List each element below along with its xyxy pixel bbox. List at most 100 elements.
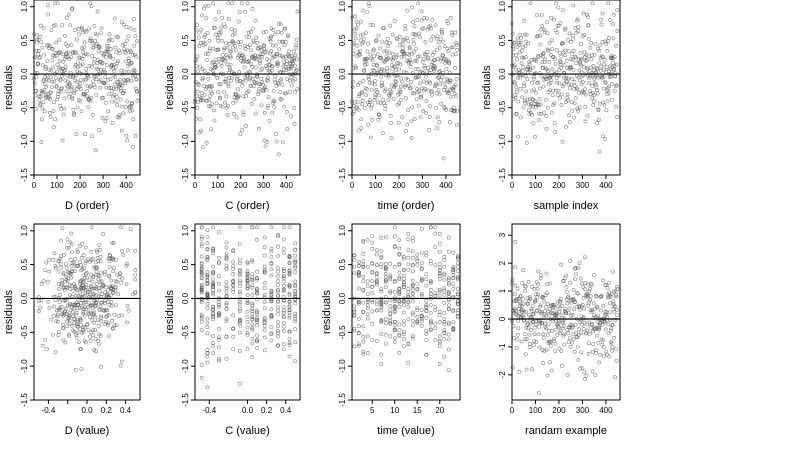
data-point — [287, 49, 291, 54]
data-point — [533, 325, 537, 330]
data-point — [370, 58, 375, 62]
data-point — [53, 117, 58, 122]
data-point — [442, 273, 447, 278]
data-point — [567, 336, 572, 341]
x-tick-label: 400 — [599, 406, 613, 415]
data-point — [224, 266, 229, 271]
data-point — [70, 261, 75, 266]
x-tick-label: 20 — [435, 406, 444, 415]
data-point — [383, 107, 388, 112]
data-point — [216, 326, 221, 331]
data-point — [103, 319, 108, 324]
data-point — [397, 322, 402, 327]
data-point — [224, 254, 229, 259]
data-point — [426, 55, 431, 60]
data-point — [353, 36, 358, 41]
data-point — [237, 283, 242, 288]
data-point — [544, 326, 548, 331]
data-point — [397, 92, 402, 96]
data-point — [289, 75, 294, 79]
data-point — [245, 320, 250, 324]
data-point — [99, 316, 104, 321]
data-point — [95, 9, 100, 14]
data-point — [571, 37, 575, 42]
plot-frame — [351, 0, 461, 176]
data-point — [379, 362, 384, 367]
data-point — [116, 59, 120, 64]
data-point — [399, 79, 404, 84]
data-point — [112, 69, 117, 73]
data-point — [547, 328, 552, 333]
data-point — [240, 83, 245, 88]
data-point — [599, 22, 604, 27]
data-point — [68, 74, 72, 79]
data-point — [61, 112, 66, 117]
data-point — [407, 46, 412, 51]
data-point — [383, 87, 388, 92]
data-point — [112, 265, 117, 270]
data-point — [239, 1, 244, 6]
residual-panel-4: 0 100 200 300 400-1.5-1.0-0.50.00.51.0sample… — [481, 0, 621, 212]
data-point — [405, 77, 410, 82]
data-point — [102, 269, 107, 274]
data-point — [451, 267, 456, 272]
data-point — [250, 258, 255, 263]
data-point — [593, 373, 598, 377]
data-point — [230, 1, 235, 6]
data-point — [538, 303, 543, 308]
data-point — [129, 61, 134, 66]
data-point — [81, 30, 85, 35]
data-point — [209, 127, 214, 132]
data-point — [513, 239, 518, 244]
data-point — [113, 45, 118, 50]
data-point — [96, 67, 101, 72]
data-point — [543, 304, 548, 309]
data-point — [607, 281, 611, 286]
data-point — [245, 283, 250, 288]
data-point — [553, 28, 558, 33]
data-point — [231, 282, 236, 287]
data-point — [119, 86, 123, 91]
data-point — [451, 320, 456, 325]
data-point — [200, 13, 205, 18]
data-point — [446, 276, 451, 280]
data-point — [433, 293, 438, 298]
data-point — [205, 273, 210, 278]
data-point — [589, 41, 594, 45]
data-point — [206, 3, 211, 8]
data-point — [610, 55, 615, 60]
data-point — [518, 32, 523, 37]
data-point — [292, 90, 297, 94]
data-point — [356, 94, 361, 99]
data-point — [105, 313, 110, 318]
data-point — [517, 67, 521, 72]
data-point — [451, 328, 456, 333]
data-point — [567, 326, 572, 331]
data-point — [566, 98, 570, 103]
data-point — [596, 340, 601, 345]
data-point — [90, 112, 95, 117]
data-point — [54, 84, 59, 89]
data-point — [44, 260, 49, 265]
data-point — [514, 52, 519, 57]
data-point — [121, 252, 126, 257]
data-point — [542, 335, 546, 340]
data-point — [511, 47, 516, 52]
data-point — [433, 65, 438, 70]
data-point — [80, 46, 85, 51]
data-point — [518, 87, 523, 91]
data-point — [199, 286, 204, 291]
data-point — [361, 79, 366, 83]
data-point — [401, 322, 406, 327]
data-point — [406, 248, 411, 253]
data-point — [383, 321, 388, 326]
data-point — [418, 115, 423, 120]
data-point — [379, 39, 384, 44]
data-point — [413, 33, 418, 38]
y-tick-label: 1.0 — [181, 1, 190, 13]
data-point — [525, 97, 530, 102]
data-point — [103, 54, 108, 59]
data-point — [205, 281, 210, 286]
data-point — [121, 42, 125, 47]
data-point — [110, 99, 115, 104]
